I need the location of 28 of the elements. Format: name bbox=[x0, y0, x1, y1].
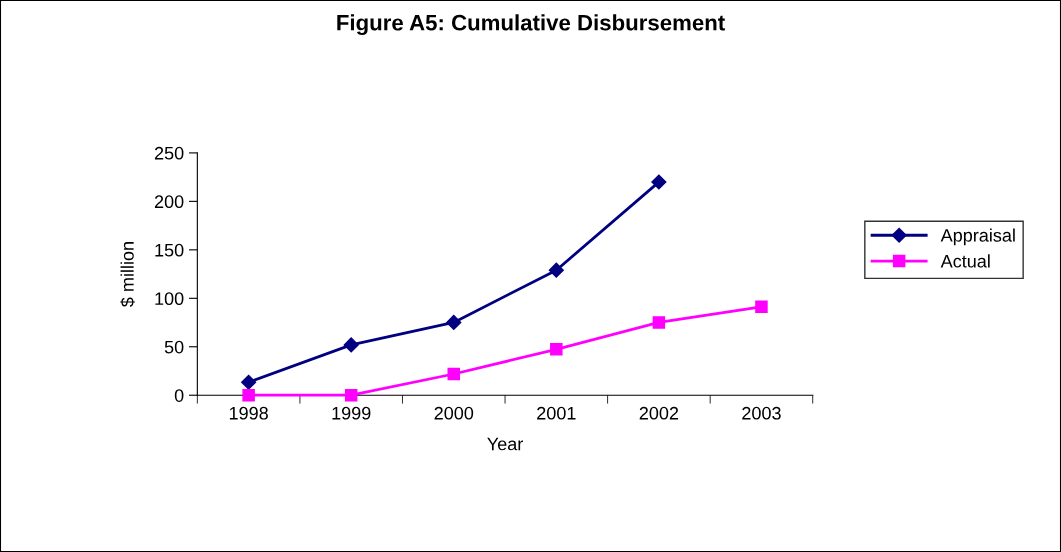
y-tick-label: 150 bbox=[155, 243, 184, 257]
point bbox=[447, 367, 461, 381]
x-axis-title: Year bbox=[487, 437, 523, 451]
x-tick-label: 2002 bbox=[639, 406, 679, 420]
y-tick-label: 200 bbox=[154, 195, 184, 209]
chart-title: Figure A5: Cumulative Disbursement bbox=[337, 14, 725, 36]
legend-label: Appraisal bbox=[940, 228, 1015, 246]
y-tick-label: 100 bbox=[155, 292, 184, 306]
point bbox=[651, 174, 667, 190]
y-tick-label: 0 bbox=[174, 389, 184, 402]
y-axis-title: $ million bbox=[120, 242, 135, 307]
point bbox=[550, 343, 563, 356]
x-tick-label: 2000 bbox=[434, 406, 474, 420]
x-tick-label: 2001 bbox=[537, 406, 576, 420]
point bbox=[446, 314, 462, 331]
x-tick-label: 2003 bbox=[742, 406, 781, 420]
point bbox=[652, 316, 666, 329]
y-tick-label: 50 bbox=[164, 340, 184, 354]
x-tick-label: 1999 bbox=[332, 406, 371, 420]
point bbox=[343, 337, 359, 353]
point bbox=[241, 374, 257, 390]
point bbox=[242, 388, 255, 402]
point bbox=[755, 300, 768, 314]
point bbox=[344, 388, 358, 402]
x-tick-label: 1998 bbox=[229, 406, 268, 420]
legend-label: Actual bbox=[940, 254, 990, 268]
point bbox=[548, 262, 564, 278]
y-tick-label: 250 bbox=[154, 146, 184, 160]
